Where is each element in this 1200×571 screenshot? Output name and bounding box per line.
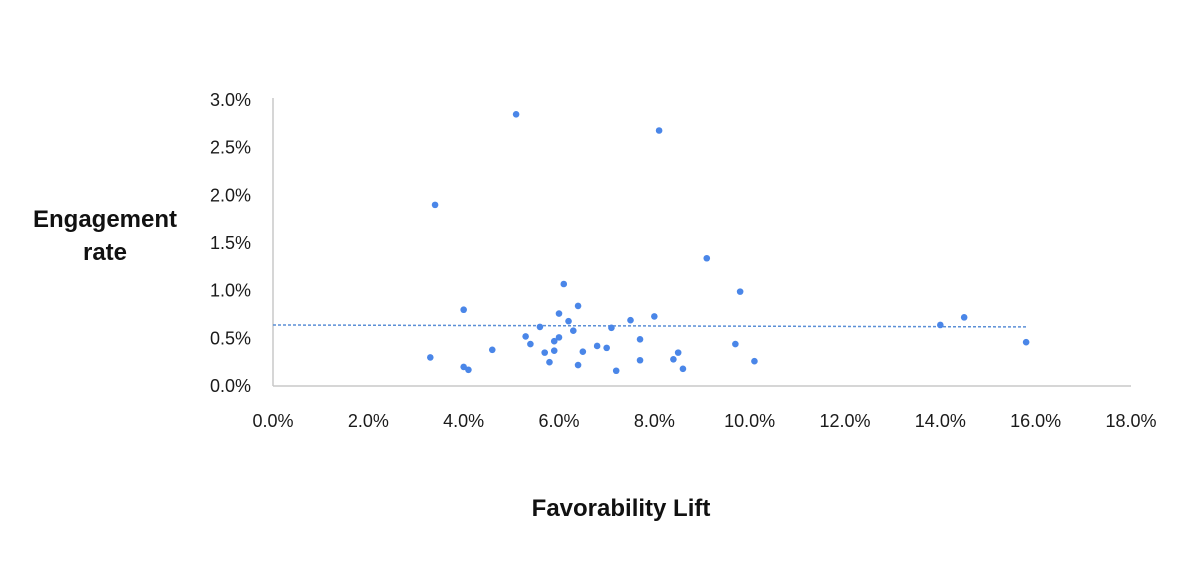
data-point: [593, 342, 601, 350]
y-axis-ticks: 0.0% 0.5% 1.0% 1.5% 2.0% 2.5% 3.0%: [210, 90, 251, 396]
x-tick-label: 6.0%: [538, 411, 579, 431]
data-point: [960, 314, 968, 321]
data-point: [574, 361, 582, 369]
data-point: [937, 321, 944, 329]
x-tick-label: 2.0%: [348, 411, 389, 431]
data-point: [574, 302, 582, 310]
x-tick-label: 4.0%: [443, 411, 484, 431]
data-point: [636, 356, 644, 364]
data-point: [460, 306, 467, 314]
data-point: [460, 363, 467, 371]
y-axis-title-line-2: rate: [83, 239, 127, 266]
data-point: [627, 316, 634, 324]
data-point: [732, 340, 739, 348]
x-axis-ticks: 0.0% 2.0% 4.0% 6.0% 8.0% 10.0% 12.0% 14.0% 16.0%…: [252, 411, 1156, 431]
data-point: [512, 111, 520, 118]
data-point: [536, 323, 544, 331]
data-point: [550, 347, 558, 355]
data-point: [541, 349, 548, 356]
data-point: [736, 288, 744, 295]
data-point: [431, 201, 439, 209]
y-tick-label: 0.5%: [210, 328, 251, 348]
x-tick-label: 18.0%: [1105, 411, 1156, 431]
x-tick-label: 10.0%: [724, 411, 775, 431]
y-tick-label: 0.0%: [210, 376, 251, 396]
data-point: [527, 340, 534, 348]
y-tick-label: 3.0%: [210, 90, 251, 110]
data-points: [427, 111, 1030, 375]
data-point: [522, 333, 529, 340]
data-point: [636, 335, 644, 343]
data-point: [488, 346, 496, 354]
data-point: [465, 366, 472, 374]
x-tick-label: 16.0%: [1010, 411, 1061, 431]
data-point: [703, 254, 711, 262]
x-axis-title: Favorability Lift: [532, 495, 711, 522]
x-tick-label: 0.0%: [252, 411, 293, 431]
data-point: [603, 344, 610, 352]
data-point: [546, 358, 553, 366]
data-point: [670, 356, 677, 363]
data-point: [550, 337, 558, 345]
data-point: [655, 127, 663, 134]
y-tick-label: 1.5%: [210, 233, 251, 253]
x-tick-label: 12.0%: [819, 411, 870, 431]
y-tick-label: 2.0%: [210, 185, 251, 205]
y-tick-label: 1.0%: [210, 281, 251, 301]
data-point: [679, 365, 687, 373]
data-point: [1022, 338, 1030, 346]
data-point: [651, 313, 658, 320]
data-point: [560, 280, 568, 288]
data-point: [674, 349, 682, 356]
data-point: [570, 327, 577, 335]
data-point: [555, 334, 563, 341]
data-point: [612, 367, 620, 375]
x-tick-label: 14.0%: [915, 411, 966, 431]
data-point: [579, 348, 587, 355]
y-tick-label: 2.5%: [210, 138, 251, 158]
x-tick-label: 8.0%: [634, 411, 675, 431]
data-point: [555, 310, 563, 317]
data-point: [608, 324, 615, 332]
data-point: [565, 317, 572, 325]
data-point: [427, 354, 434, 361]
y-axis-title-line-1: Engagement: [33, 206, 177, 233]
data-point: [751, 357, 758, 365]
trendline: [272, 324, 1027, 328]
